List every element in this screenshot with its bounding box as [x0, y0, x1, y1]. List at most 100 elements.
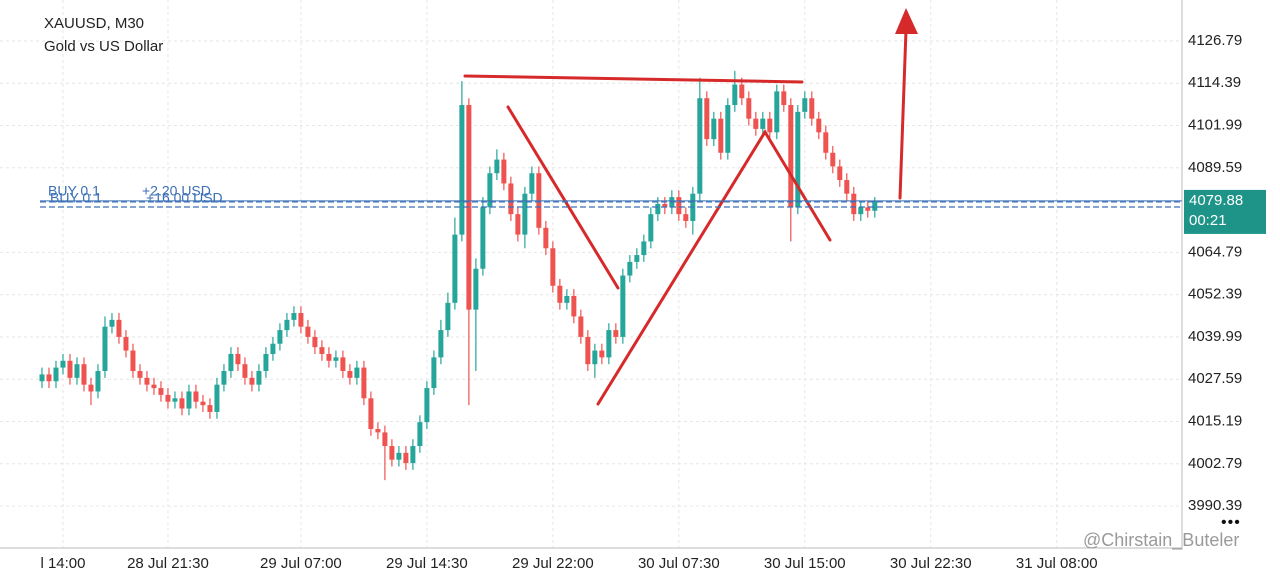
y-tick-label: 4064.79 — [1188, 243, 1242, 260]
candle-body — [249, 377, 255, 385]
candle-body — [592, 350, 598, 365]
candle-body — [823, 132, 829, 153]
candle-body — [403, 452, 409, 464]
candle-body — [235, 353, 241, 365]
candle-body — [550, 248, 556, 286]
candle-body — [193, 391, 199, 402]
candle-body — [333, 357, 339, 361]
candle-body — [88, 384, 94, 392]
candle-body — [662, 203, 668, 208]
candle-body — [305, 326, 311, 337]
candle-body — [872, 200, 878, 211]
candle-body — [445, 302, 451, 331]
candle-body — [655, 203, 661, 215]
candle-body — [207, 405, 213, 412]
overlay: BUY 0.1 +2.20 USD BUY 0.1 +16.00 USD 4079.88… — [40, 183, 1266, 234]
candle-body — [263, 353, 269, 372]
y-tick-label: 3990.39 — [1188, 497, 1242, 514]
candle-body — [382, 432, 388, 447]
candle-body — [494, 159, 500, 174]
price-label-box — [1184, 189, 1266, 234]
candle-body — [501, 159, 507, 184]
candle-body — [67, 360, 73, 378]
candle-body — [606, 330, 612, 358]
description: Gold vs US Dollar — [44, 38, 163, 55]
candle-body — [221, 371, 227, 385]
candle-body — [291, 313, 297, 320]
candle-body — [697, 98, 703, 194]
candle-body — [319, 347, 325, 354]
y-tick-label: 4052.39 — [1188, 286, 1242, 303]
candle-body — [487, 173, 493, 208]
position-side: BUY 0.1 — [48, 183, 100, 199]
candle-body — [732, 84, 738, 106]
x-tick-label: 29 Jul 14:30 — [386, 555, 468, 572]
x-tick-label: l 14:00 — [40, 555, 85, 572]
candle-body — [634, 255, 640, 262]
candle-body — [788, 105, 794, 208]
arrow-head — [895, 8, 918, 34]
candle-body — [718, 118, 724, 153]
candle-body — [109, 319, 115, 327]
candle-body — [151, 384, 157, 389]
candle-body — [844, 180, 850, 194]
candle-body — [116, 319, 122, 337]
candle-body — [795, 111, 801, 208]
x-tick-label: 29 Jul 22:00 — [512, 555, 594, 572]
candle-body — [389, 446, 395, 460]
candle-body — [158, 388, 164, 395]
candle-body — [704, 98, 710, 140]
candle-body — [746, 98, 752, 119]
candle-body — [585, 336, 591, 365]
x-tick-label: 30 Jul 15:00 — [764, 555, 846, 572]
candle-body — [298, 313, 304, 327]
candle-body — [81, 364, 87, 385]
position-profit: +16.00 USD — [146, 190, 223, 206]
candle-body — [473, 268, 479, 310]
y-tick-label: 4027.59 — [1188, 370, 1242, 387]
candle-body — [102, 326, 108, 372]
trend-line — [596, 129, 832, 406]
candle-body — [60, 360, 66, 368]
y-tick-label: 4101.99 — [1188, 116, 1242, 133]
candle-body — [676, 197, 682, 215]
candle-body — [739, 84, 745, 99]
candle-body — [830, 152, 836, 167]
candle-body — [46, 374, 52, 382]
candle-body — [648, 214, 654, 242]
candle-body — [39, 374, 45, 382]
candle-body — [53, 367, 59, 382]
candle-body — [760, 118, 766, 129]
candle-body — [270, 343, 276, 354]
candle-body — [543, 227, 549, 249]
current-price: 4079.88 — [1189, 192, 1243, 209]
menu-button[interactable]: ••• — [1221, 514, 1241, 531]
candle-body — [123, 336, 129, 351]
candle-body — [557, 285, 563, 303]
candle-body — [340, 357, 346, 372]
candle-body — [781, 91, 787, 106]
candle-body — [837, 166, 843, 181]
candle-body — [508, 183, 514, 215]
candle-body — [564, 295, 570, 303]
candle-body — [711, 118, 717, 140]
candle-body — [865, 207, 871, 211]
candle-body — [165, 394, 171, 402]
annotations — [463, 8, 918, 406]
candle-body — [179, 398, 185, 409]
position-side: BUY 0.1 — [50, 190, 102, 206]
candle-body — [200, 401, 206, 406]
candle-body — [361, 367, 367, 399]
candle-body — [809, 98, 815, 119]
candle-body — [312, 336, 318, 348]
bar-countdown: 00:21 — [1189, 212, 1227, 229]
trend-line — [506, 105, 620, 290]
candle-body — [578, 316, 584, 337]
candle-body — [599, 350, 605, 358]
candle-body — [368, 398, 374, 429]
y-tick-label: 4039.99 — [1188, 328, 1242, 345]
y-tick-label: 4089.59 — [1188, 159, 1242, 176]
candle-body — [613, 330, 619, 337]
candle-body — [214, 384, 220, 412]
